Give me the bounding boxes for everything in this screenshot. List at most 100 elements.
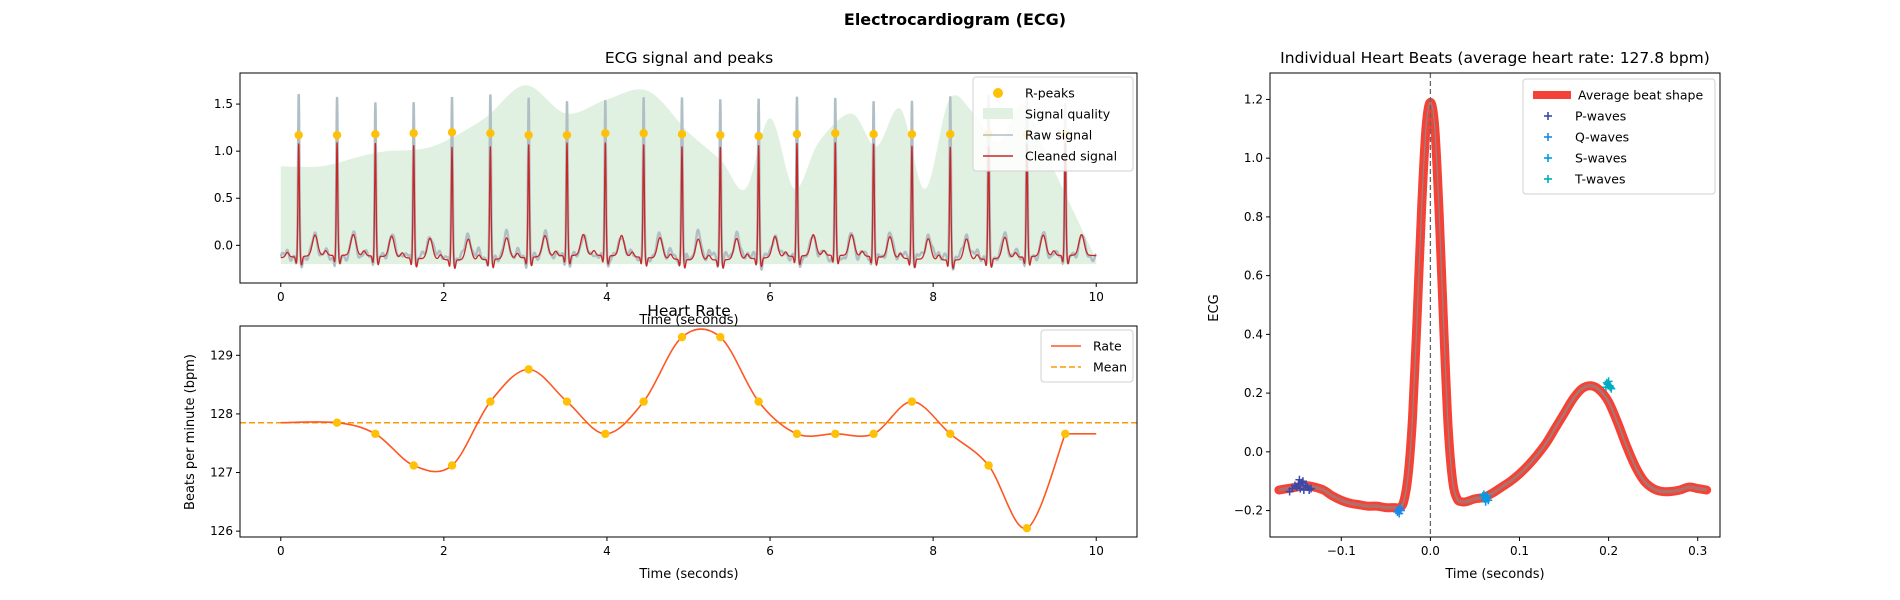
ecg-y-tick-label: 0.5 bbox=[214, 191, 233, 205]
r-peak-marker bbox=[562, 130, 572, 140]
legend-swatch-t-waves bbox=[1544, 175, 1552, 183]
t-wave-marker bbox=[1604, 377, 1613, 386]
hr-y-tick-label: 126 bbox=[210, 524, 233, 538]
hr-x-tick-label: 10 bbox=[1089, 544, 1104, 558]
legend-swatch-r-peaks bbox=[993, 88, 1003, 98]
beats-y-tick-label: 0.0 bbox=[1244, 445, 1263, 459]
legend-label-cleaned-signal: Cleaned signal bbox=[1025, 149, 1117, 164]
r-peak-marker bbox=[639, 129, 648, 138]
rate-point-marker bbox=[716, 332, 725, 342]
legend-label-t-waves: T-waves bbox=[1574, 172, 1625, 187]
rate-point-marker bbox=[447, 461, 457, 470]
heart-rate-y-axis-label: Beats per minute (bpm) bbox=[183, 354, 198, 510]
p-wave-marker bbox=[1290, 481, 1299, 490]
figure-suptitle: Electrocardiogram (ECG) bbox=[844, 10, 1066, 29]
individual-beat-line bbox=[1278, 100, 1707, 508]
r-peak-marker bbox=[792, 130, 802, 139]
ecg-axes-frame bbox=[239, 72, 1138, 284]
heart-beats-panel: Individual Heart Beats (average heart ra… bbox=[1207, 49, 1721, 582]
ecg-x-tick-label: 4 bbox=[603, 290, 611, 304]
hr-y-tick-label: 129 bbox=[210, 348, 233, 362]
ecg-plot-area: 0 2 4 6 8 10 0.0 0.5 1.0 1.5 R-peaks Signal quality… bbox=[214, 72, 1138, 304]
ecg-legend: R-peaks Signal quality Raw signal Cleaned s… bbox=[972, 76, 1134, 172]
legend-label-rate: Rate bbox=[1093, 339, 1122, 354]
ecg-x-tick-label: 10 bbox=[1089, 290, 1104, 304]
ecg-series-group bbox=[279, 85, 1097, 272]
p-wave-marker bbox=[1306, 484, 1315, 493]
rate-point-marker bbox=[984, 461, 993, 470]
ecg-signal-panel: ECG signal and peaks 0 2 4 6 8 10 0.0 0.5 1.0 1.5… bbox=[214, 49, 1138, 328]
r-peak-marker bbox=[754, 131, 763, 141]
heart-beats-panel-title: Individual Heart Beats (average heart ra… bbox=[1280, 49, 1710, 67]
ecg-legend-box bbox=[972, 76, 1134, 172]
beats-axes-frame bbox=[1269, 72, 1721, 538]
beats-legend-box bbox=[1522, 78, 1716, 195]
heart-rate-x-axis-label: Time (seconds) bbox=[638, 567, 738, 582]
beats-y-tick-label: 1.0 bbox=[1244, 151, 1263, 165]
cleaned-signal-line bbox=[280, 142, 1097, 270]
beats-y-tick-label: 0.6 bbox=[1244, 269, 1263, 283]
beats-x-tick-label: 0.1 bbox=[1510, 544, 1529, 558]
heart-rate-panel: Heart Rate 0 2 4 6 8 10 126 127 128 129 Rate Mean T… bbox=[183, 302, 1138, 582]
q-wave-marker bbox=[1395, 505, 1404, 514]
ecg-x-tick-label: 2 bbox=[440, 290, 448, 304]
heart-rate-panel-title: Heart Rate bbox=[647, 302, 731, 320]
rate-point-marker bbox=[562, 397, 572, 406]
beats-x-tick-label: 0.0 bbox=[1421, 544, 1440, 558]
rate-point-marker bbox=[869, 429, 878, 439]
ecg-y-tick-label: 0.0 bbox=[214, 238, 233, 252]
p-wave-marker bbox=[1298, 477, 1307, 486]
legend-label-q-waves: Q-waves bbox=[1575, 130, 1629, 145]
signal-quality-area bbox=[280, 85, 1097, 265]
rate-point-marker bbox=[907, 397, 917, 406]
hr-y-tick-label: 127 bbox=[210, 466, 233, 480]
ecg-x-axis-label: Time (seconds) bbox=[638, 313, 738, 328]
rate-point-marker bbox=[409, 461, 418, 470]
legend-label-mean: Mean bbox=[1093, 360, 1127, 375]
hr-legend-box bbox=[1040, 329, 1134, 383]
legend-label-p-waves: P-waves bbox=[1575, 109, 1626, 124]
beats-y-tick-label: 0.8 bbox=[1244, 210, 1263, 224]
legend-label-signal-quality: Signal quality bbox=[1025, 107, 1111, 122]
p-wave-marker bbox=[1296, 484, 1305, 493]
r-peak-marker bbox=[831, 129, 840, 138]
rate-point-marker bbox=[946, 429, 955, 439]
heart-rate-line bbox=[280, 328, 1097, 530]
rate-point-marker bbox=[1061, 429, 1070, 439]
legend-patch-signal-quality bbox=[983, 108, 1013, 119]
r-peak-marker bbox=[371, 130, 380, 139]
ecg-x-tick-label: 0 bbox=[277, 290, 285, 304]
hr-axes-frame bbox=[239, 325, 1138, 538]
heart-beats-plot-area: −0.1 0.0 0.1 0.2 0.3 −0.2 0.0 0.2 0.4 0.6 0.8 1.0 1.… bbox=[1234, 72, 1721, 558]
beats-x-tick-label: 0.3 bbox=[1688, 544, 1707, 558]
r-peak-marker bbox=[946, 130, 955, 139]
r-peak-marker bbox=[447, 128, 457, 137]
legend-label-s-waves: S-waves bbox=[1575, 151, 1627, 166]
rate-point-marker bbox=[524, 365, 533, 374]
r-peak-marker bbox=[486, 129, 495, 138]
rate-point-marker bbox=[754, 397, 763, 406]
rate-point-marker bbox=[371, 429, 380, 439]
rate-point-marker bbox=[639, 397, 648, 406]
beats-y-tick-label: 0.2 bbox=[1244, 386, 1263, 400]
beats-x-tick-label: 0.2 bbox=[1599, 544, 1618, 558]
rate-point-marker bbox=[831, 429, 840, 439]
r-peak-marker bbox=[907, 130, 917, 139]
ecg-x-tick-label: 6 bbox=[766, 290, 774, 304]
r-peak-marker bbox=[294, 130, 303, 140]
t-wave-marker bbox=[1607, 384, 1616, 393]
heart-rate-plot-area: 0 2 4 6 8 10 126 127 128 129 Rate Mean bbox=[210, 325, 1138, 558]
r-peak-marker bbox=[716, 130, 725, 140]
r-peak-marker bbox=[524, 130, 533, 140]
ecg-y-tick-label: 1.5 bbox=[214, 97, 233, 111]
t-wave-marker bbox=[1606, 383, 1615, 392]
rate-point-marker bbox=[486, 397, 495, 406]
rate-point-marker bbox=[792, 429, 802, 439]
beats-y-tick-label: −0.2 bbox=[1234, 504, 1263, 518]
hr-legend: Rate Mean bbox=[1040, 329, 1134, 383]
rate-point-marker bbox=[601, 429, 610, 439]
beats-y-tick-label: 0.4 bbox=[1244, 327, 1263, 341]
s-wave-marker bbox=[1481, 494, 1490, 503]
r-peak-marker bbox=[332, 130, 342, 140]
